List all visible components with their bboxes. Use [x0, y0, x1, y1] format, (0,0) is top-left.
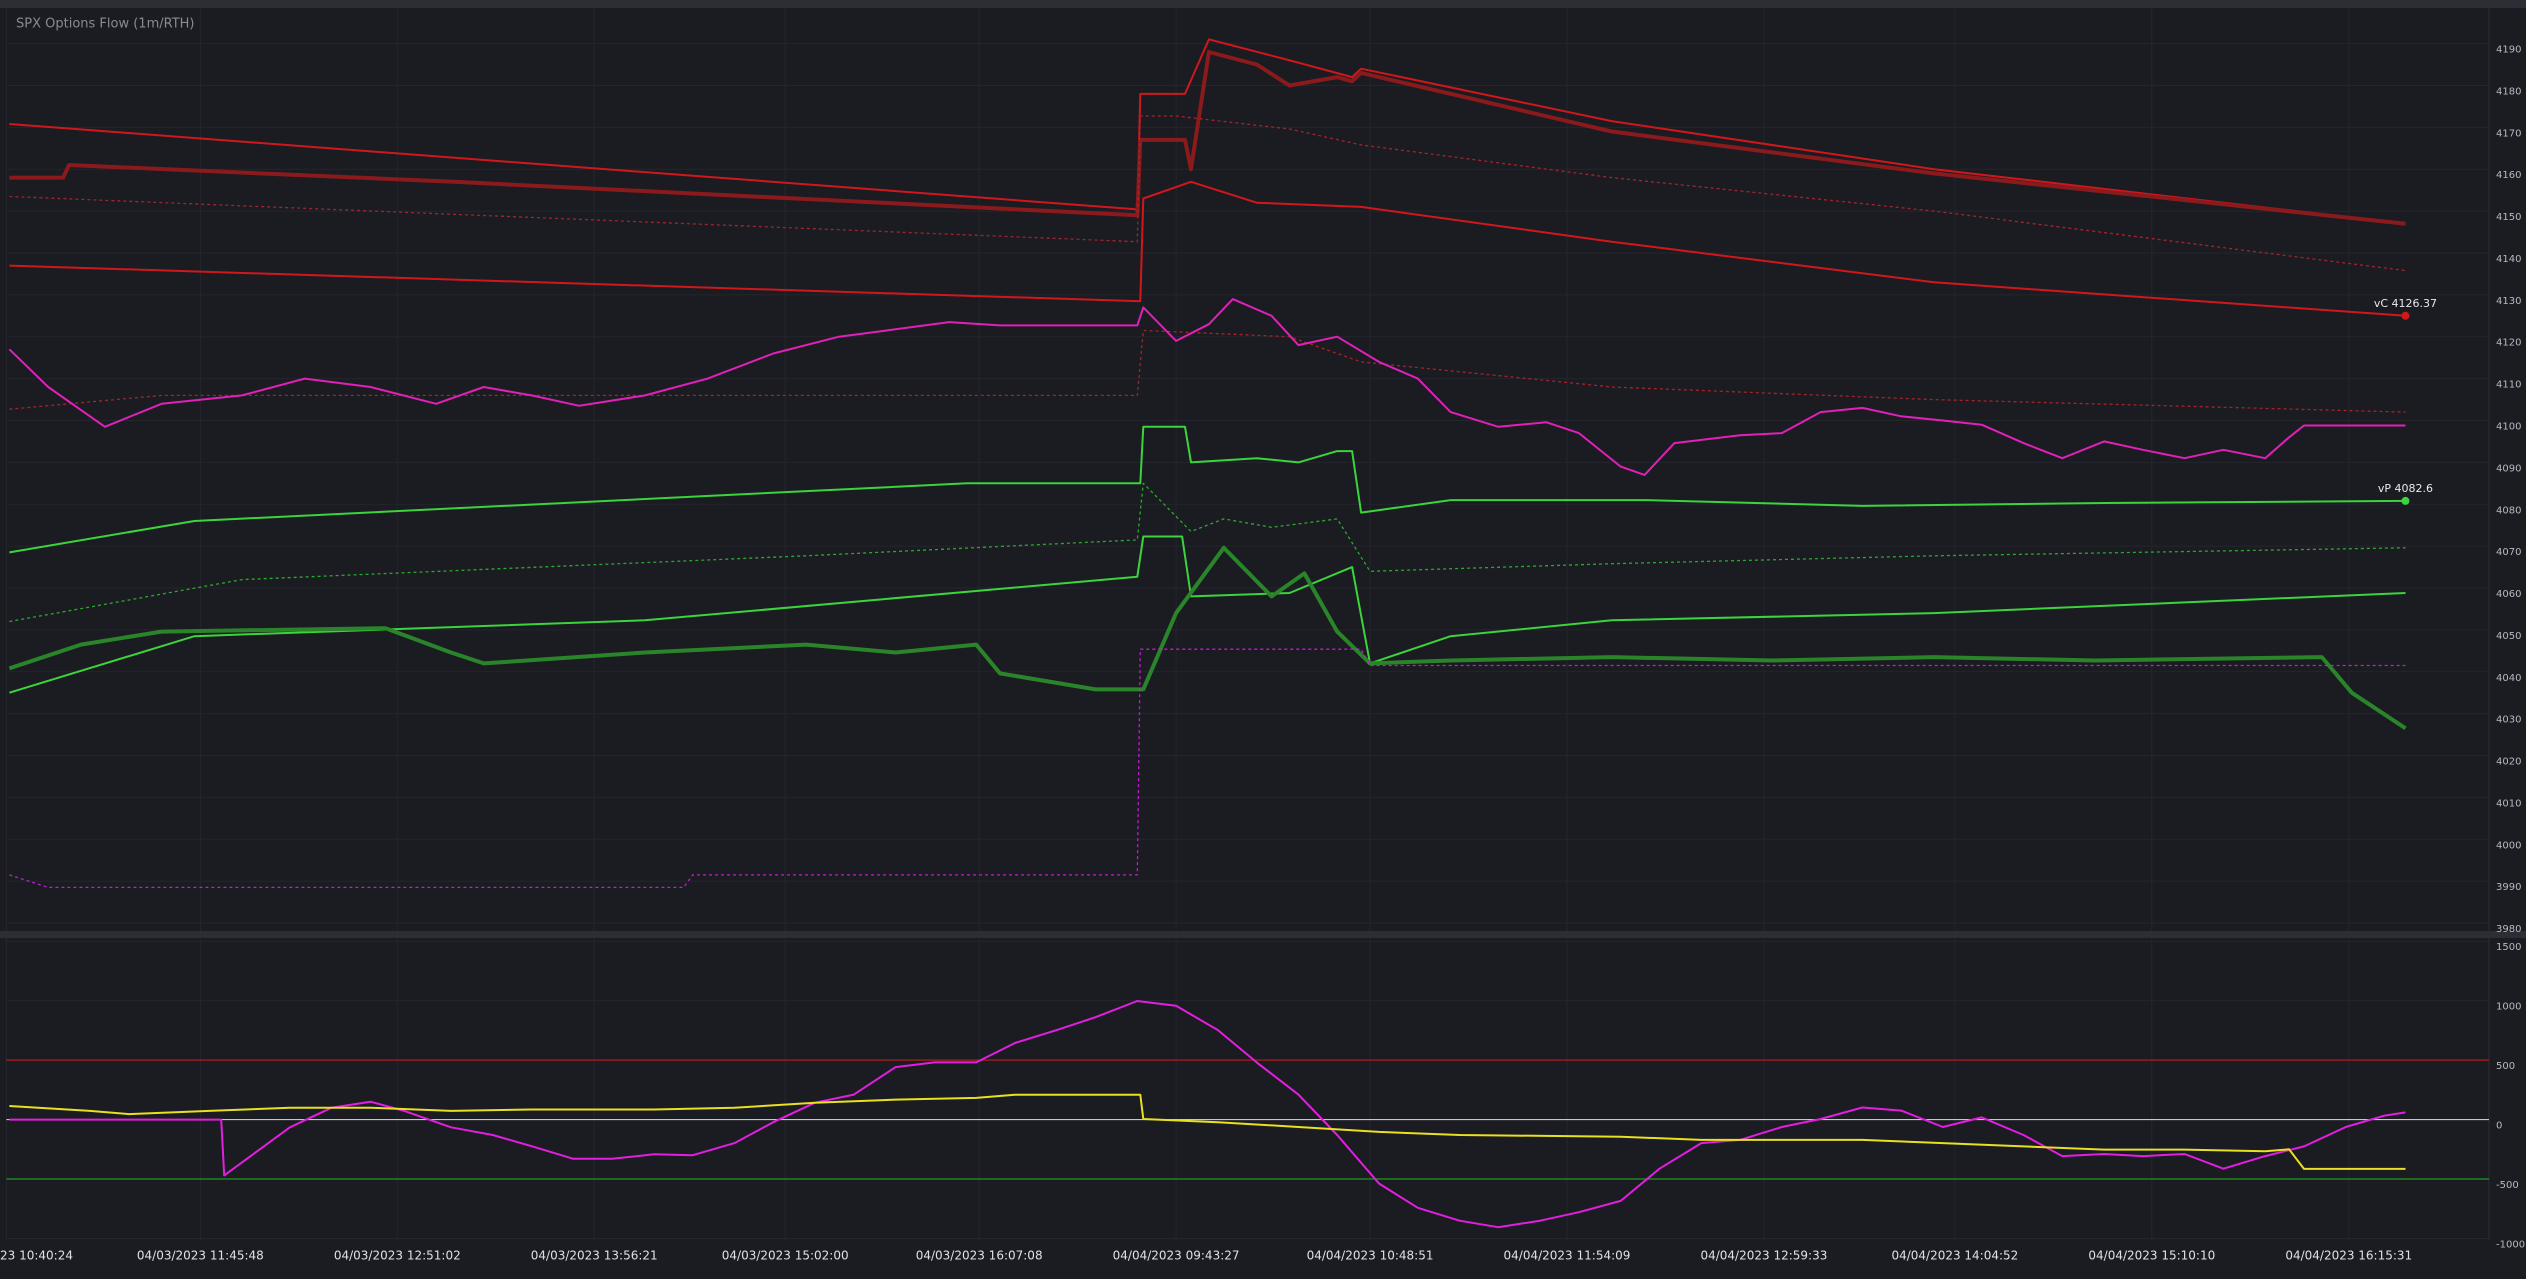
end-label: vC 4126.37	[2374, 297, 2437, 310]
y-tick-label: 500	[2496, 1061, 2515, 1072]
series-line	[9, 535, 2406, 694]
y-tick-label: 1000	[2496, 1002, 2521, 1013]
x-tick-label: 04/04/2023 15:10:10	[2088, 1249, 2215, 1263]
y-tick-label: 4080	[2496, 505, 2521, 516]
y-tick-label: 4100	[2496, 422, 2521, 433]
x-tick-label: 04/04/2023 11:54:09	[1504, 1249, 1631, 1263]
series-line	[9, 115, 2406, 272]
series-line	[9, 648, 2406, 889]
y-tick-label: 4090	[2496, 463, 2521, 474]
y-tick-label: 4060	[2496, 589, 2521, 600]
y-tick-label: -500	[2496, 1180, 2519, 1191]
x-axis-area	[0, 1240, 2526, 1279]
y-tick-label: -1000	[2496, 1239, 2525, 1250]
y-tick-label: 3980	[2496, 924, 2521, 935]
y-tick-label: 0	[2496, 1121, 2502, 1132]
y-tick-label: 4130	[2496, 296, 2521, 307]
y-tick-label: 4020	[2496, 757, 2521, 768]
x-tick-label: 04/03/2023 16:07:08	[916, 1249, 1043, 1263]
y-tick-label: 4110	[2496, 380, 2521, 391]
x-tick-label: 04/03/2023 15:02:00	[722, 1249, 849, 1263]
chart-title: SPX Options Flow (1m/RTH)	[16, 17, 195, 32]
y-tick-label: 3990	[2496, 882, 2521, 893]
end-label: vP 4082.6	[2378, 482, 2433, 495]
end-point	[2401, 496, 2410, 505]
x-tick-label: 04/04/2023 14:04:52	[1891, 1249, 2018, 1263]
y-tick-label: 1500	[2496, 942, 2521, 953]
series-line	[9, 482, 2406, 623]
series-line	[9, 50, 2406, 226]
y-tick-label: 4120	[2496, 338, 2521, 349]
y-tick-label: 4180	[2496, 86, 2521, 97]
y-tick-label: 4170	[2496, 128, 2521, 139]
x-tick-label: 23 10:40:24	[0, 1249, 73, 1263]
y-tick-label: 4010	[2496, 798, 2521, 809]
y-tick-label: 4070	[2496, 547, 2521, 558]
end-point	[2401, 311, 2410, 320]
y-tick-label: 4190	[2496, 45, 2521, 56]
x-tick-label: 04/03/2023 13:56:21	[531, 1249, 658, 1263]
panel-separator	[0, 931, 2526, 938]
y-tick-label: 4140	[2496, 254, 2521, 265]
series-line	[8, 298, 2406, 476]
x-tick-label: 04/04/2023 10:48:51	[1307, 1249, 1434, 1263]
series-line	[9, 1000, 2406, 1229]
series-line	[8, 545, 2407, 730]
x-tick-label: 04/04/2023 09:43:27	[1113, 1249, 1240, 1263]
series-line	[9, 425, 2406, 554]
y-tick-label: 4160	[2496, 170, 2521, 181]
series-line	[9, 1093, 2406, 1170]
x-tick-label: 04/03/2023 12:51:02	[334, 1249, 461, 1263]
series-line	[9, 180, 2406, 317]
x-tick-label: 04/04/2023 12:59:33	[1700, 1249, 1827, 1263]
x-tick-label: 04/04/2023 16:15:31	[2285, 1249, 2412, 1263]
top-strip	[0, 0, 2526, 8]
y-tick-label: 4000	[2496, 840, 2521, 851]
x-tick-label: 04/03/2023 11:45:48	[137, 1249, 264, 1263]
y-tick-label: 4040	[2496, 673, 2521, 684]
y-tick-label: 4030	[2496, 715, 2521, 726]
y-tick-label: 4150	[2496, 212, 2521, 223]
y-tick-label: 4050	[2496, 631, 2521, 642]
